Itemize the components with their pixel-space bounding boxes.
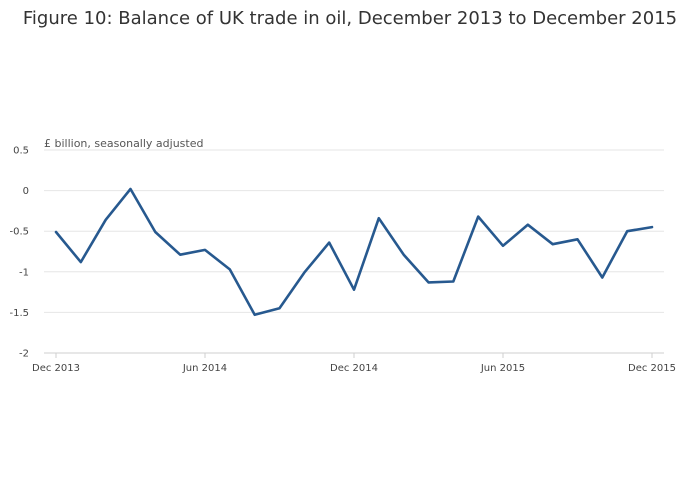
data-point[interactable]: [325, 239, 333, 247]
data-point[interactable]: [251, 311, 259, 319]
data-point[interactable]: [499, 242, 507, 250]
data-point[interactable]: [648, 223, 656, 231]
data-point[interactable]: [276, 304, 284, 312]
gridlines: [44, 149, 664, 313]
y-tick-label: 0.5: [13, 146, 29, 157]
data-point[interactable]: [77, 258, 85, 266]
data-point[interactable]: [127, 185, 135, 193]
data-point[interactable]: [574, 235, 582, 243]
data-point[interactable]: [52, 228, 60, 236]
data-point[interactable]: [102, 216, 110, 224]
y-tick-label: -0.5: [9, 227, 29, 238]
data-point[interactable]: [623, 227, 631, 235]
x-tick-label: Jun 2014: [182, 363, 227, 374]
x-tick-label: Jun 2015: [480, 363, 525, 374]
y-axis-ticks: 0.5 0 -0.5 -1 -1.5 -2: [9, 146, 29, 360]
data-point[interactable]: [201, 246, 209, 254]
x-axis: Dec 2013 Jun 2014 Dec 2014 Jun 2015 Dec 2015: [32, 352, 676, 374]
data-point[interactable]: [151, 228, 159, 236]
data-point[interactable]: [300, 269, 308, 277]
data-point[interactable]: [549, 240, 557, 248]
x-tick-label: Dec 2013: [32, 363, 80, 374]
data-point[interactable]: [425, 278, 433, 286]
data-point[interactable]: [226, 265, 234, 273]
y-tick-label: -1: [19, 267, 29, 278]
data-point[interactable]: [375, 214, 383, 222]
data-point[interactable]: [176, 251, 184, 259]
y-tick-label: -1.5: [9, 308, 29, 319]
data-point[interactable]: [449, 278, 457, 286]
data-point[interactable]: [524, 221, 532, 229]
series-line-group: [52, 185, 656, 319]
x-tick-label: Dec 2014: [330, 363, 378, 374]
data-point[interactable]: [598, 273, 606, 281]
x-tick-label: Dec 2015: [628, 363, 676, 374]
y-tick-label: -2: [19, 349, 29, 360]
series-line: [54, 187, 654, 317]
y-tick-label: 0: [23, 186, 29, 197]
data-point[interactable]: [474, 213, 482, 221]
data-point[interactable]: [400, 251, 408, 259]
y-axis-unit-label: £ billion, seasonally adjusted: [44, 137, 203, 150]
chart-title: Figure 10: Balance of UK trade in oil, D…: [23, 8, 677, 29]
data-point[interactable]: [350, 286, 358, 294]
